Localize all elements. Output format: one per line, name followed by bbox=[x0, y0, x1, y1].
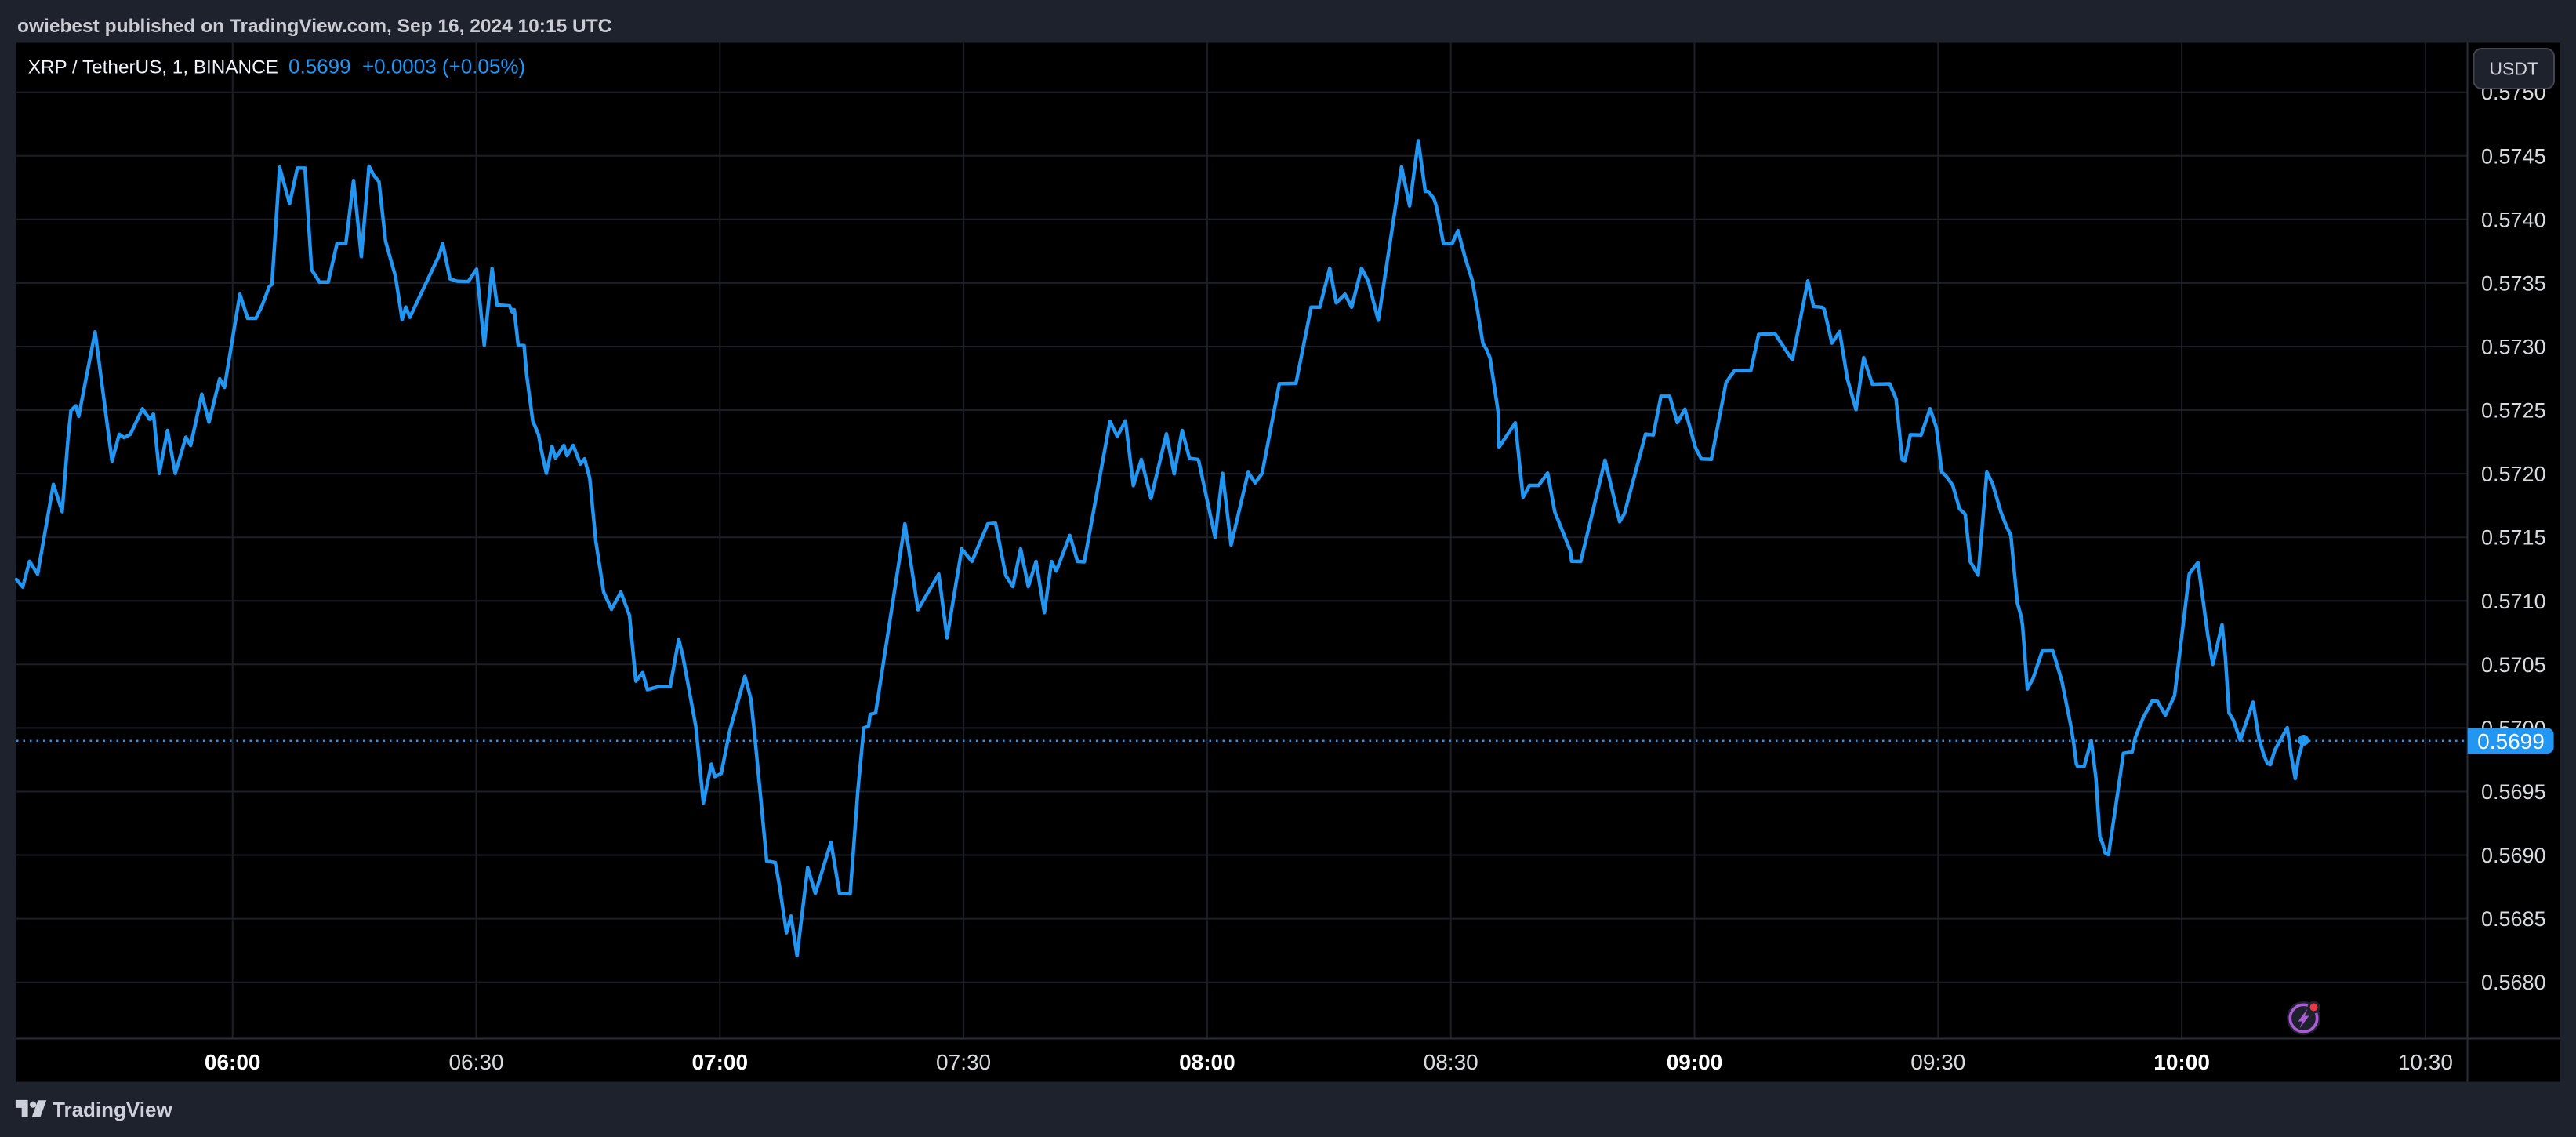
svg-text:0.5720: 0.5720 bbox=[2481, 463, 2546, 486]
svg-text:07:00: 07:00 bbox=[691, 1050, 748, 1074]
svg-text:0.5710: 0.5710 bbox=[2481, 590, 2546, 613]
svg-text:TradingView: TradingView bbox=[53, 1098, 172, 1121]
svg-text:0.5735: 0.5735 bbox=[2481, 271, 2546, 295]
svg-text:10:00: 10:00 bbox=[2153, 1050, 2210, 1074]
svg-text:06:30: 06:30 bbox=[448, 1050, 503, 1074]
svg-text:0.5690: 0.5690 bbox=[2481, 844, 2546, 867]
svg-text:08:30: 08:30 bbox=[1424, 1050, 1478, 1074]
svg-text:0.5725: 0.5725 bbox=[2481, 399, 2546, 423]
svg-text:09:00: 09:00 bbox=[1667, 1050, 1723, 1074]
svg-text:09:30: 09:30 bbox=[1910, 1050, 1965, 1074]
svg-text:0.5695: 0.5695 bbox=[2481, 780, 2546, 804]
svg-text:USDT: USDT bbox=[2489, 59, 2538, 79]
svg-text:06:00: 06:00 bbox=[205, 1050, 261, 1074]
svg-text:0.5699: 0.5699 bbox=[2477, 729, 2545, 754]
svg-text:0.5740: 0.5740 bbox=[2481, 208, 2546, 231]
svg-text:XRP / TetherUS, 1, BINANCE: XRP / TetherUS, 1, BINANCE bbox=[28, 57, 278, 78]
svg-text:0.5745: 0.5745 bbox=[2481, 144, 2546, 168]
svg-text:0.5705: 0.5705 bbox=[2481, 653, 2546, 677]
svg-text:10:30: 10:30 bbox=[2398, 1050, 2453, 1074]
svg-text:07:30: 07:30 bbox=[936, 1050, 991, 1074]
svg-text:0.5680: 0.5680 bbox=[2481, 971, 2546, 994]
svg-text:0.5730: 0.5730 bbox=[2481, 336, 2546, 359]
svg-text:0.5699 +0.0003 (+0.05%): 0.5699 +0.0003 (+0.05%) bbox=[288, 55, 525, 78]
svg-text:0.5685: 0.5685 bbox=[2481, 907, 2546, 931]
svg-text:owiebest published on TradingV: owiebest published on TradingView.com, S… bbox=[17, 16, 612, 37]
svg-text:0.5715: 0.5715 bbox=[2481, 526, 2546, 550]
svg-text:08:00: 08:00 bbox=[1179, 1050, 1235, 1074]
